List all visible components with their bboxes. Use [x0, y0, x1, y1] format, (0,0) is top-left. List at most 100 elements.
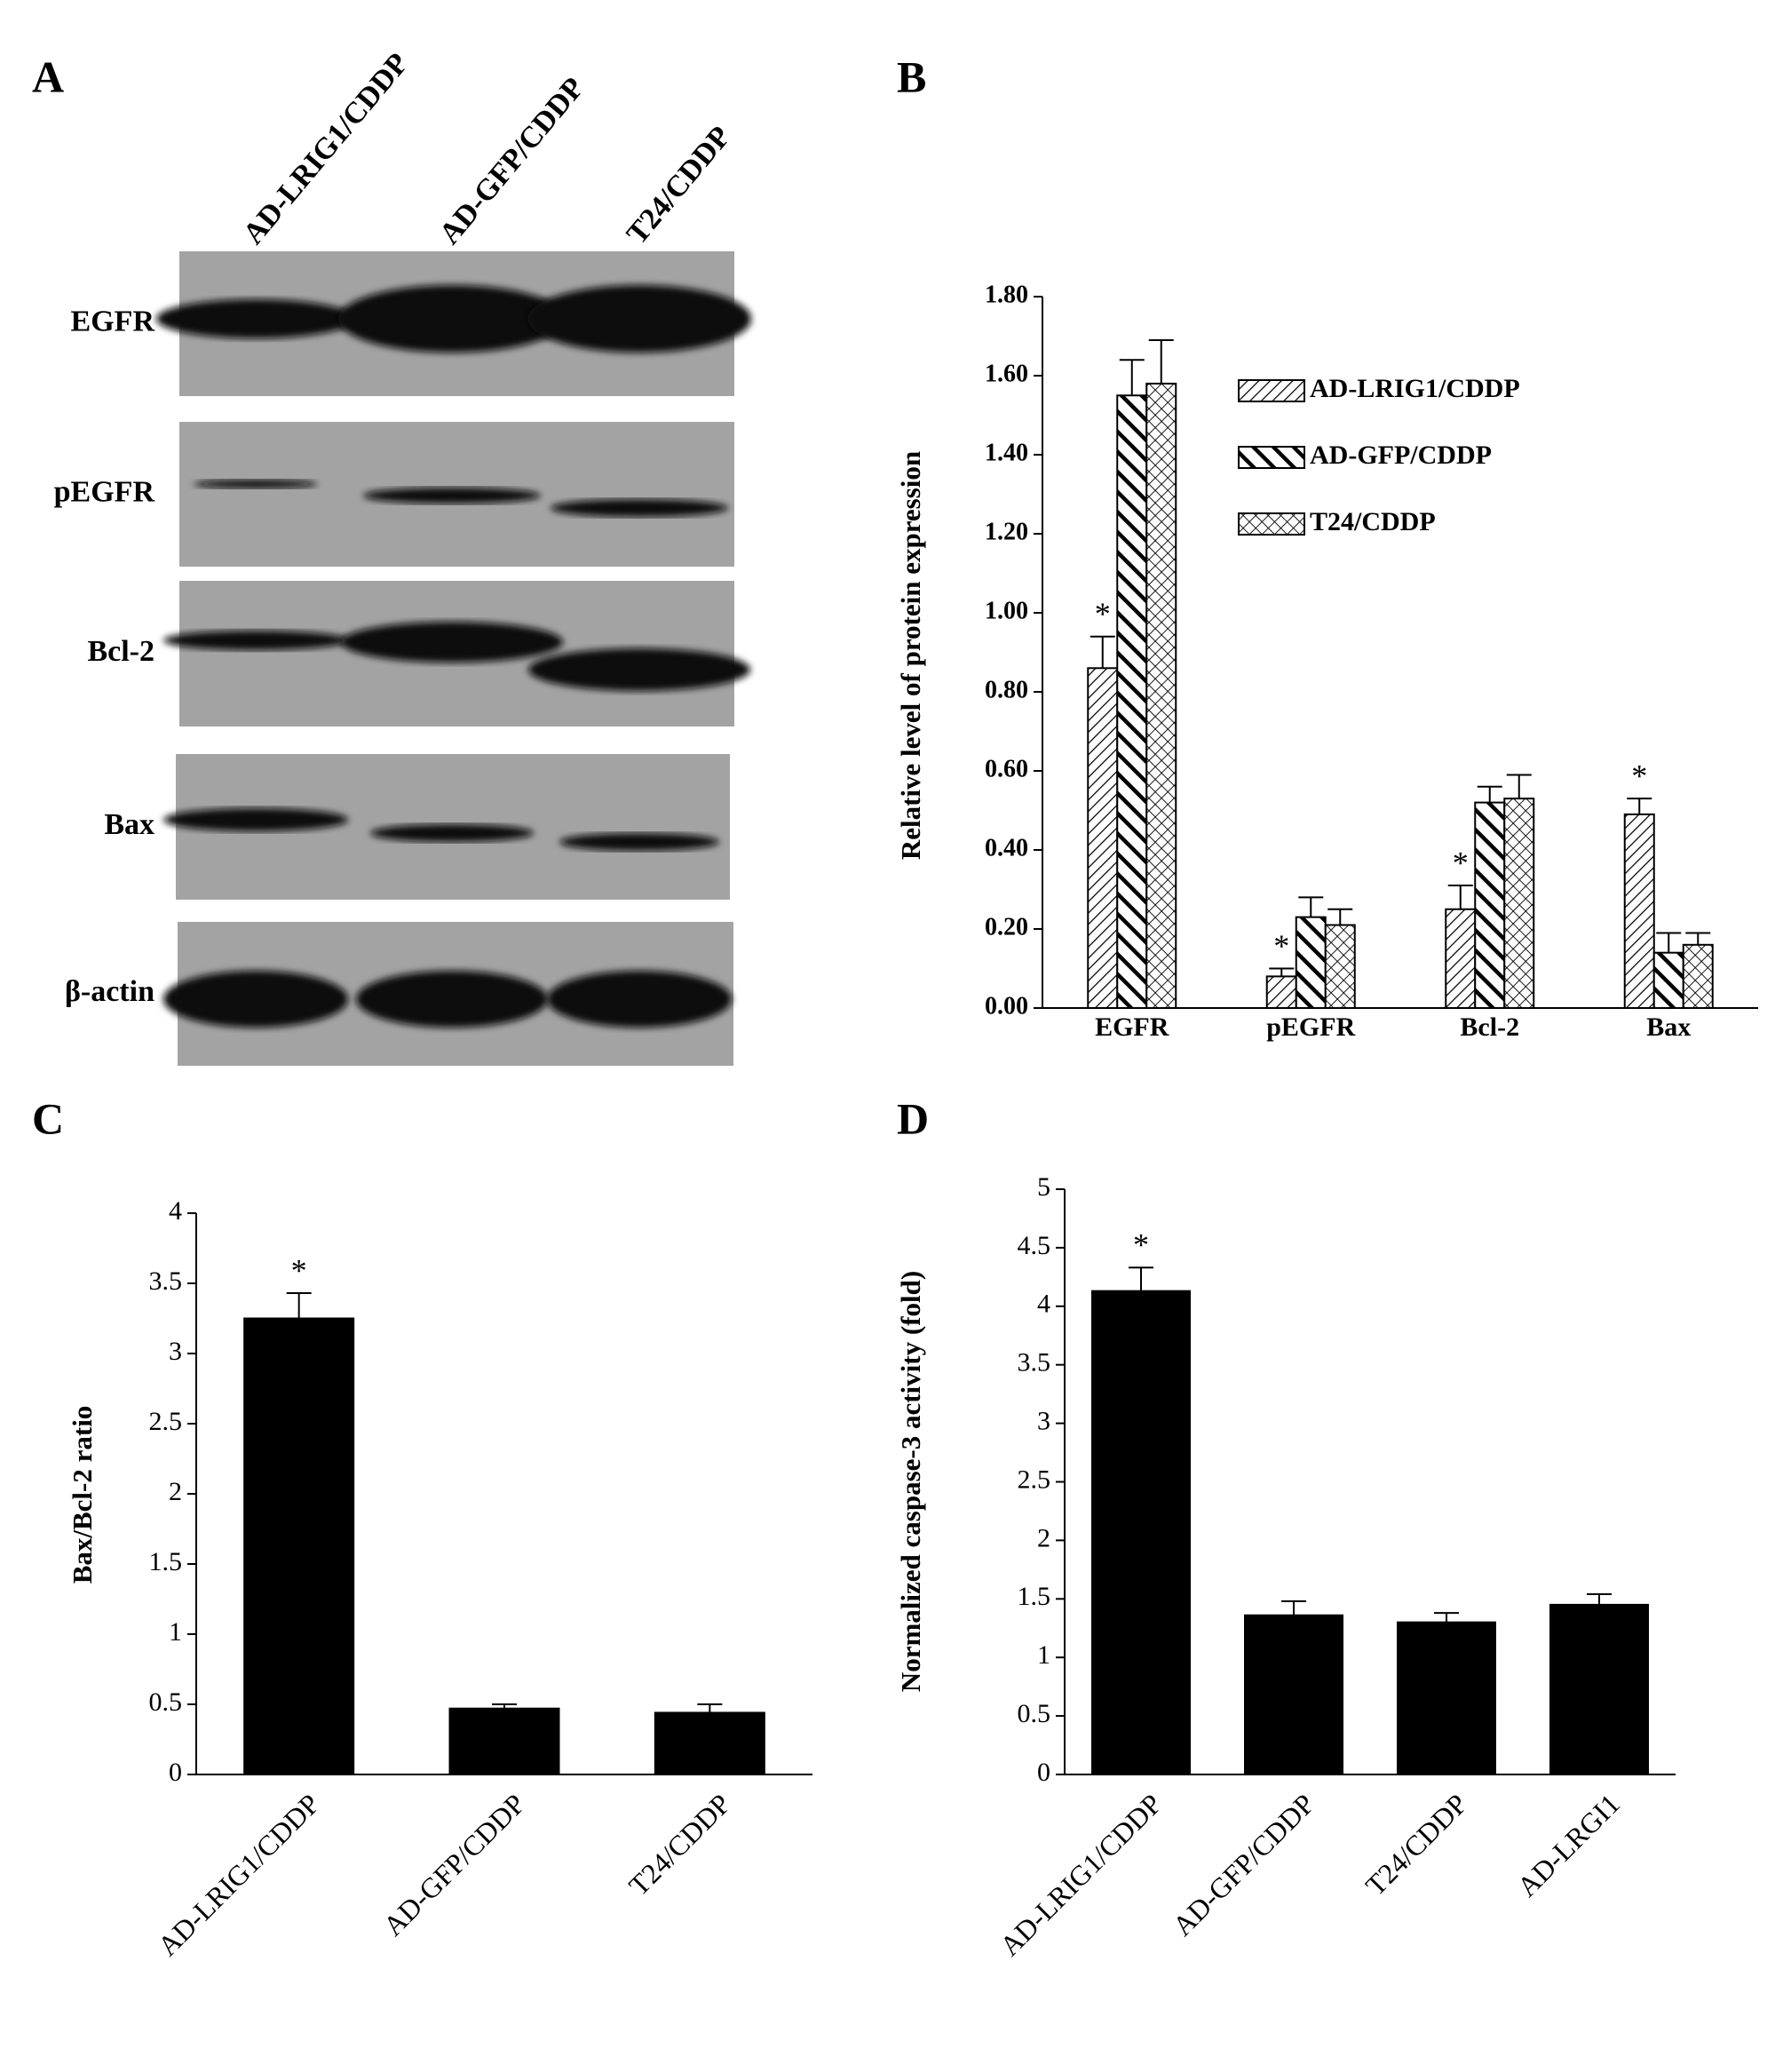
y-tick-label: 0 [169, 1758, 182, 1787]
legend-label: T24/CDDP [1310, 507, 1436, 536]
y-tick-label: 3 [169, 1337, 182, 1366]
lane-label: AD-LRIG1/CDDP [237, 47, 416, 250]
row-label: Bcl-2 [87, 635, 155, 668]
y-tick-label: 1 [1037, 1640, 1050, 1670]
y-tick-label: 0.60 [985, 755, 1028, 782]
x-tick-label: Bcl-2 [1460, 1012, 1519, 1042]
bar [1324, 924, 1356, 1010]
blot-band [559, 833, 719, 851]
y-tick-label: 2.5 [149, 1407, 183, 1436]
bar [1244, 1614, 1343, 1775]
y-tick-label: 2 [1037, 1523, 1050, 1552]
y-tick-label: 0.00 [985, 992, 1028, 1020]
lane-label: AD-GFP/CDDP [433, 71, 591, 250]
blot-band [163, 631, 348, 650]
blot-band [156, 299, 355, 338]
y-tick-label: 3 [1037, 1406, 1050, 1435]
bar [448, 1707, 560, 1775]
y-tick-label: 1 [169, 1617, 182, 1647]
x-tick-label: AD-LRGI1 [1510, 1788, 1626, 1903]
y-tick-label: 2.5 [1018, 1465, 1051, 1494]
x-tick-label: EGFR [1095, 1012, 1169, 1042]
y-tick-label: 1.80 [985, 281, 1028, 308]
y-axis-label: Relative level of protein expression [895, 451, 926, 860]
bar [654, 1711, 765, 1775]
row-label: EGFR [71, 305, 155, 337]
legend-swatch [1238, 512, 1305, 536]
x-tick-label: AD-GFP/CDDP [1166, 1788, 1320, 1942]
y-tick-label: 2 [169, 1477, 182, 1506]
blot-band [163, 808, 348, 831]
y-tick-label: 4 [169, 1196, 182, 1226]
panel-label: D [897, 1093, 929, 1143]
bar [243, 1317, 355, 1775]
y-tick-label: 0.80 [985, 676, 1028, 703]
y-tick-label: 1.5 [1018, 1582, 1051, 1611]
blot-band [547, 971, 732, 1028]
x-tick-label: Bax [1646, 1012, 1691, 1042]
legend-label: AD-GFP/CDDP [1310, 441, 1492, 470]
y-tick-label: 0.20 [985, 913, 1028, 941]
y-tick-label: 1.00 [985, 597, 1028, 624]
y-tick-label: 0.5 [1018, 1699, 1051, 1728]
bar [1295, 916, 1327, 1010]
y-axis-label: Normalized caspase-3 activity (fold) [895, 1271, 926, 1692]
legend-swatch [1238, 379, 1305, 402]
y-tick-label: 1.20 [985, 518, 1028, 545]
y-tick-label: 3.5 [149, 1266, 183, 1296]
y-tick-label: 1.40 [985, 439, 1028, 466]
lane-label: T24/CDDP [621, 120, 738, 250]
bar [1091, 1290, 1191, 1775]
bar [1116, 394, 1148, 1009]
y-tick-label: 5 [1037, 1172, 1050, 1202]
row-label: pEGFR [54, 475, 155, 508]
bar [1397, 1621, 1496, 1776]
blot-band [338, 285, 566, 353]
x-tick-label: pEGFR [1266, 1012, 1355, 1042]
bar [1549, 1603, 1649, 1776]
legend-swatch [1238, 446, 1305, 469]
bar [1623, 813, 1655, 1010]
blot-band [356, 971, 548, 1028]
bar [1265, 975, 1297, 1010]
significance-mark: * [291, 1252, 307, 1288]
bar [1445, 908, 1477, 1009]
x-tick-label: T24/CDDP [1359, 1788, 1474, 1902]
blot-band [551, 499, 728, 517]
blot-band [363, 488, 541, 504]
row-label: β-actin [65, 975, 155, 1008]
bar [1652, 951, 1684, 1009]
blot-band [527, 285, 751, 353]
y-tick-label: 3.5 [1018, 1348, 1051, 1377]
x-tick-label: AD-LRIG1/CDDP [994, 1788, 1168, 1962]
bar [1474, 801, 1506, 1009]
blot-band [194, 480, 318, 488]
blot-band [528, 648, 750, 691]
y-tick-label: 1.5 [149, 1547, 183, 1576]
x-tick-label: AD-LRIG1/CDDP [151, 1788, 325, 1962]
y-tick-label: 0 [1037, 1758, 1050, 1787]
panel-label: A [32, 52, 64, 101]
y-tick-label: 0.5 [149, 1687, 183, 1717]
x-tick-label: AD-GFP/CDDP [376, 1788, 531, 1942]
bar [1087, 667, 1119, 1009]
y-tick-label: 0.40 [985, 834, 1028, 861]
y-tick-label: 4.5 [1018, 1231, 1051, 1260]
panel-label: C [32, 1093, 64, 1143]
y-tick-label: 1.60 [985, 360, 1028, 387]
panel-label: B [897, 52, 926, 101]
y-tick-label: 4 [1037, 1290, 1050, 1319]
significance-mark: * [1095, 596, 1111, 631]
significance-mark: * [1453, 845, 1469, 880]
row-label: Bax [104, 808, 155, 841]
significance-mark: * [1631, 758, 1647, 793]
significance-mark: * [1133, 1227, 1149, 1263]
legend-label: AD-LRIG1/CDDP [1310, 374, 1520, 403]
x-tick-label: T24/CDDP [622, 1788, 737, 1902]
bar [1682, 943, 1714, 1010]
blot-band [341, 622, 563, 663]
bar [1145, 382, 1177, 1009]
y-axis-label: Bax/Bcl-2 ratio [67, 1406, 98, 1584]
